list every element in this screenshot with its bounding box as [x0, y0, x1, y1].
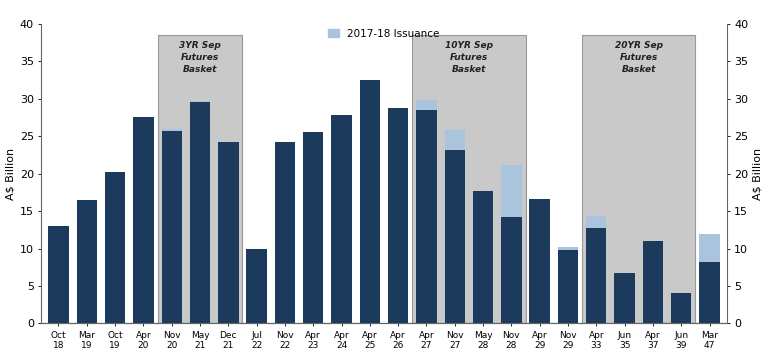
Bar: [614, 273, 635, 323]
Bar: [190, 103, 210, 323]
Y-axis label: A$ Billion: A$ Billion: [5, 147, 15, 200]
Bar: [586, 227, 607, 323]
Bar: [48, 226, 68, 323]
FancyBboxPatch shape: [412, 35, 525, 323]
Bar: [558, 247, 578, 323]
Bar: [161, 131, 182, 323]
Bar: [105, 172, 125, 323]
Bar: [445, 130, 465, 323]
Text: 3YR Sep
Futures
Basket: 3YR Sep Futures Basket: [179, 41, 221, 74]
Bar: [218, 142, 239, 323]
Bar: [473, 191, 493, 323]
FancyBboxPatch shape: [582, 35, 695, 323]
Bar: [416, 110, 437, 323]
Bar: [502, 217, 521, 323]
Bar: [416, 100, 437, 323]
Bar: [161, 129, 182, 323]
Bar: [700, 262, 720, 323]
Legend: 2017-18 Issuance: 2017-18 Issuance: [329, 29, 439, 39]
Bar: [502, 164, 521, 323]
FancyBboxPatch shape: [157, 35, 243, 323]
Text: 10YR Sep
Futures
Basket: 10YR Sep Futures Basket: [445, 41, 493, 74]
Bar: [331, 115, 352, 323]
Bar: [303, 132, 323, 323]
Bar: [388, 109, 409, 323]
Bar: [586, 215, 607, 323]
Bar: [445, 150, 465, 323]
Text: 20YR Sep
Futures
Basket: 20YR Sep Futures Basket: [614, 41, 663, 74]
Bar: [133, 117, 154, 323]
Bar: [643, 241, 663, 323]
Bar: [247, 248, 266, 323]
Bar: [558, 250, 578, 323]
Bar: [190, 101, 210, 323]
Bar: [359, 80, 380, 323]
Bar: [671, 293, 691, 323]
Bar: [275, 142, 295, 323]
Bar: [247, 248, 266, 323]
Bar: [77, 200, 97, 323]
Bar: [700, 234, 720, 323]
Bar: [529, 199, 550, 323]
Y-axis label: A$ Billion: A$ Billion: [753, 147, 763, 200]
